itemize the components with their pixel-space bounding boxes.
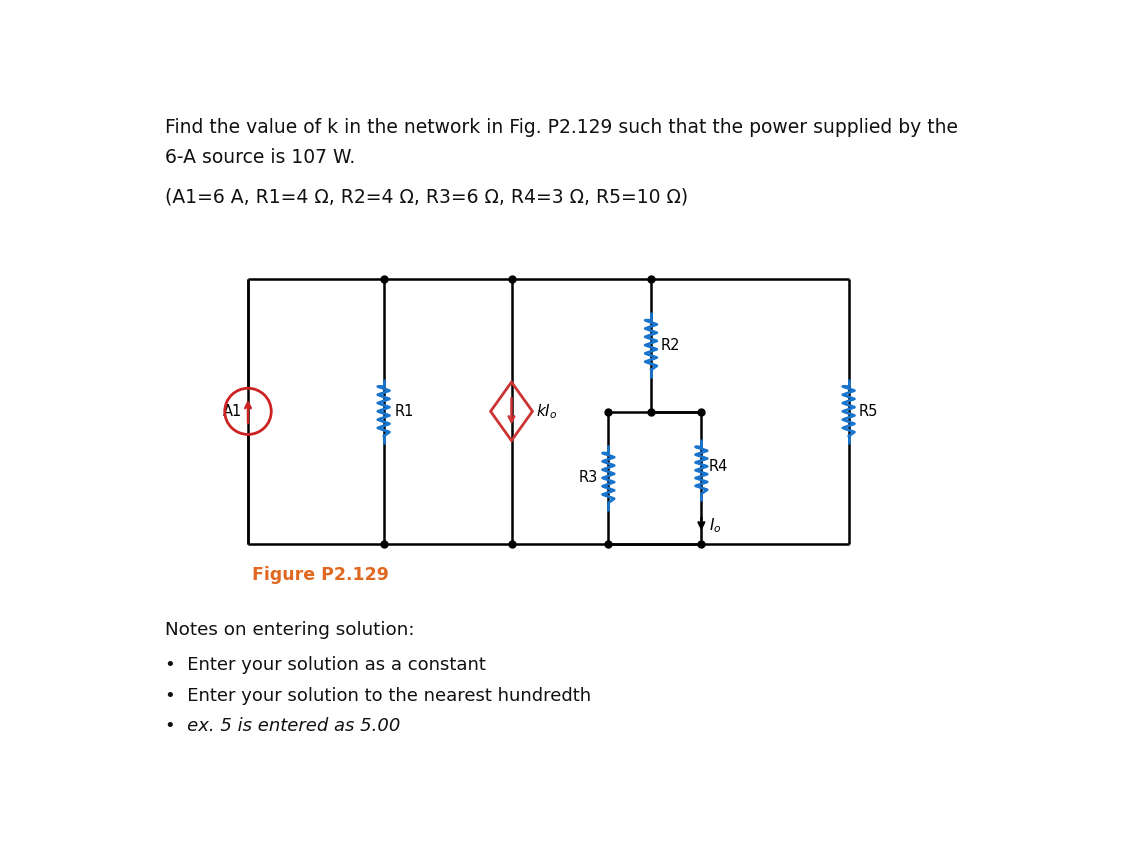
Text: R5: R5 — [859, 404, 879, 419]
Text: R1: R1 — [395, 404, 414, 419]
Text: R2: R2 — [661, 338, 680, 353]
Text: R4: R4 — [709, 459, 728, 474]
Text: $I_o$: $I_o$ — [709, 517, 721, 535]
Text: A1: A1 — [223, 404, 242, 419]
Text: Figure P2.129: Figure P2.129 — [252, 565, 389, 583]
Text: •  Enter your solution to the nearest hundredth: • Enter your solution to the nearest hun… — [165, 686, 591, 704]
Text: •  ex. 5 is entered as 5.00: • ex. 5 is entered as 5.00 — [165, 717, 400, 735]
Text: Find the value of k in the network in Fig. P2.129 such that the power supplied b: Find the value of k in the network in Fi… — [165, 118, 958, 137]
Text: Notes on entering solution:: Notes on entering solution: — [165, 621, 414, 639]
Text: $kI_o$: $kI_o$ — [537, 402, 557, 420]
Text: •  Enter your solution as a constant: • Enter your solution as a constant — [165, 656, 486, 674]
Text: R3: R3 — [578, 470, 598, 486]
Text: 6-A source is 107 W.: 6-A source is 107 W. — [165, 148, 356, 166]
Text: (A1=6 A, R1=4 Ω, R2=4 Ω, R3=6 Ω, R4=3 Ω, R5=10 Ω): (A1=6 A, R1=4 Ω, R2=4 Ω, R3=6 Ω, R4=3 Ω,… — [165, 188, 688, 207]
